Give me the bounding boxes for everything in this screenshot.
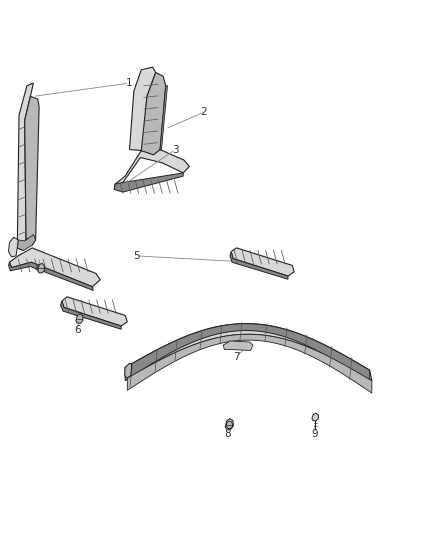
Polygon shape (130, 67, 155, 151)
Polygon shape (114, 150, 189, 189)
Text: 1: 1 (126, 78, 133, 88)
Text: 8: 8 (224, 429, 231, 439)
Polygon shape (141, 72, 166, 155)
Polygon shape (9, 237, 18, 257)
Polygon shape (60, 301, 121, 329)
Text: 9: 9 (312, 429, 318, 439)
Polygon shape (223, 341, 253, 351)
Polygon shape (114, 173, 183, 192)
Polygon shape (76, 314, 83, 324)
Polygon shape (312, 413, 318, 421)
Polygon shape (25, 96, 39, 245)
Polygon shape (160, 86, 167, 151)
Polygon shape (225, 418, 233, 429)
Polygon shape (17, 83, 33, 251)
Text: 2: 2 (201, 107, 207, 117)
Polygon shape (125, 324, 370, 383)
Polygon shape (9, 262, 93, 290)
Text: 6: 6 (74, 325, 81, 335)
Text: 3: 3 (172, 144, 179, 155)
Polygon shape (230, 252, 288, 279)
Polygon shape (127, 334, 372, 393)
Text: 7: 7 (233, 352, 240, 362)
Polygon shape (125, 364, 132, 378)
Text: 5: 5 (133, 251, 139, 261)
Text: 4: 4 (35, 264, 41, 274)
Polygon shape (17, 235, 35, 251)
Polygon shape (231, 248, 294, 276)
Polygon shape (10, 248, 100, 287)
Polygon shape (38, 263, 44, 273)
Polygon shape (62, 297, 127, 326)
Polygon shape (125, 324, 372, 381)
